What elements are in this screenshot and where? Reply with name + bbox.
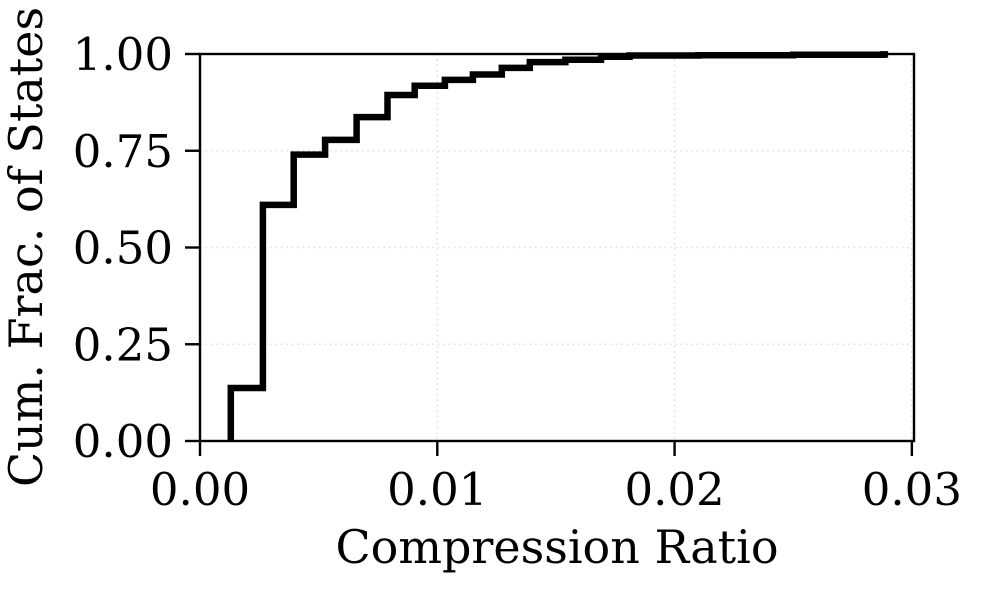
cdf-step-line <box>227 51 889 441</box>
y-tick-label: 1.00 <box>73 28 173 81</box>
x-tick-label: 0.00 <box>150 463 250 516</box>
x-axis-label: Compression Ratio <box>335 520 778 574</box>
x-tick-label: 0.02 <box>624 463 724 516</box>
gridlines <box>199 53 914 442</box>
x-tick-labels: 0.00 0.01 0.02 0.03 <box>150 463 962 516</box>
x-tick-label: 0.01 <box>387 463 487 516</box>
y-tick-label: 0.00 <box>73 415 173 468</box>
y-tick-label: 0.75 <box>73 125 173 178</box>
y-tick-label: 0.50 <box>73 222 173 275</box>
y-tick-labels: 0.00 0.25 0.50 0.75 1.00 <box>73 28 173 468</box>
cdf-path <box>227 51 889 441</box>
y-axis-label: Cum. Frac. of States <box>0 7 53 487</box>
axis-ticks <box>185 52 914 456</box>
x-tick-label: 0.03 <box>862 463 962 516</box>
y-tick-label: 0.25 <box>73 318 173 371</box>
